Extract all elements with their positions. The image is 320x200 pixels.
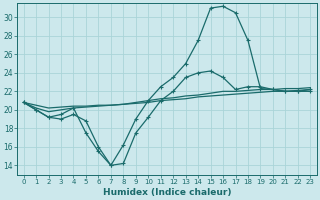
X-axis label: Humidex (Indice chaleur): Humidex (Indice chaleur) <box>103 188 231 197</box>
